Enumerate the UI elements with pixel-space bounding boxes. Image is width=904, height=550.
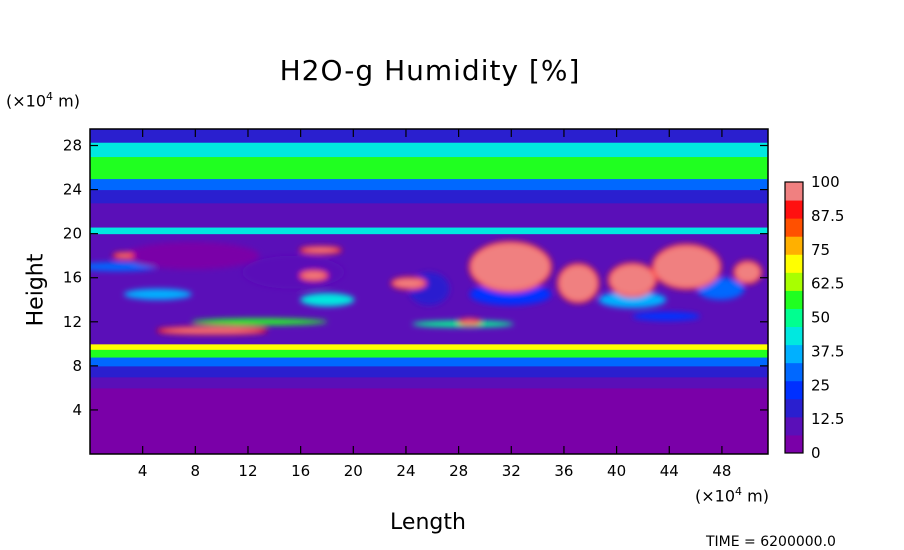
x-tick-label: 16 — [291, 462, 310, 480]
x-tick-label: 12 — [238, 462, 257, 480]
colorbar-swatch — [785, 290, 803, 309]
x-tick-label: 32 — [502, 462, 521, 480]
plot-frame — [89, 128, 769, 455]
heat-layer — [90, 376, 768, 389]
colorbar-swatch — [785, 434, 803, 454]
x-tick-label: 24 — [396, 462, 415, 480]
colorbar-swatch — [785, 254, 803, 273]
saturated-blob — [112, 251, 136, 260]
heat-layer — [90, 156, 768, 180]
saturated-blob — [390, 276, 427, 290]
colorbar-swatch — [785, 362, 803, 382]
colorbar-swatch — [785, 308, 803, 328]
heat-layer — [90, 129, 768, 143]
colorbar-swatch — [785, 236, 803, 255]
colorbar-swatch — [785, 200, 803, 219]
y-tick-label: 12 — [63, 313, 82, 331]
colorbar-label: 50 — [811, 309, 830, 327]
y-tick-label: 20 — [63, 225, 82, 243]
colorbar-swatch — [785, 398, 803, 418]
x-tick-label: 44 — [660, 462, 679, 480]
y-tick-label: 16 — [63, 269, 82, 287]
colorbar-swatch — [785, 272, 803, 291]
saturated-blob — [299, 270, 329, 281]
colorbar-swatch — [785, 182, 803, 201]
colorbar-swatch — [785, 416, 803, 436]
x-tick-label: 4 — [138, 462, 148, 480]
y-tick-label: 4 — [72, 401, 82, 419]
humid-band — [90, 240, 763, 335]
x-tick-label: 28 — [449, 462, 468, 480]
y-tick-label: 8 — [72, 357, 82, 375]
colorbar-label: 75 — [811, 241, 830, 259]
x-tick-label: 40 — [607, 462, 626, 480]
heat-layer — [90, 365, 768, 378]
heat-layer — [90, 202, 768, 228]
heat-layer — [90, 189, 768, 204]
humid-blob — [300, 293, 355, 307]
heat-layer — [90, 357, 768, 367]
colorbar-label: 0 — [811, 444, 821, 462]
humid-blob — [598, 291, 667, 309]
saturated-blob — [156, 326, 268, 335]
colorbar-swatch — [785, 344, 803, 364]
saturated-blob — [607, 262, 658, 298]
saturated-blob — [651, 243, 722, 290]
heatmap-field — [90, 129, 768, 454]
colorbar-label: 37.5 — [811, 342, 844, 360]
colorbar-frame — [784, 181, 804, 454]
colorbar-label: 100 — [811, 173, 840, 191]
y-tick-label: 28 — [63, 137, 82, 155]
saturated-blob — [556, 262, 600, 304]
saturated-blob — [458, 318, 481, 326]
colorbar-swatch — [785, 218, 803, 237]
colorbar-label: 62.5 — [811, 275, 844, 293]
chart-title: H2O-g Humidity [%] — [279, 54, 581, 87]
x-tick-label: 20 — [344, 462, 363, 480]
humid-blob — [123, 241, 260, 270]
x-axis-unit: (×104 m) — [695, 485, 769, 506]
heat-layer — [90, 349, 768, 358]
x-tick-label: 8 — [191, 462, 201, 480]
y-axis-unit: (×104 m) — [6, 90, 80, 111]
humid-blob — [123, 288, 192, 300]
humid-blob — [632, 311, 701, 321]
x-tick-label: 36 — [554, 462, 573, 480]
y-tick-label: 24 — [63, 181, 82, 199]
colorbar-label: 12.5 — [811, 410, 844, 428]
colorbar-swatch — [785, 326, 803, 346]
saturated-blob — [733, 260, 763, 285]
colorbar-label: 87.5 — [811, 207, 844, 225]
humid-blob — [242, 255, 345, 289]
humid-blob — [191, 318, 328, 326]
saturated-blob — [299, 245, 342, 255]
colorbar: 0 12.5 25 37.5 50 62.5 75 87.5 100 — [784, 173, 844, 462]
heat-layer — [90, 387, 768, 454]
colorbar-label: 25 — [811, 376, 830, 394]
colorbar-swatch — [785, 380, 803, 400]
heat-layer — [90, 178, 768, 191]
saturated-blob — [468, 240, 553, 293]
heat-layer — [90, 142, 768, 158]
heat-layer — [90, 343, 768, 350]
x-tick-label: 48 — [712, 462, 731, 480]
x-axis-label: Length — [390, 510, 466, 535]
heat-layer — [90, 227, 768, 235]
